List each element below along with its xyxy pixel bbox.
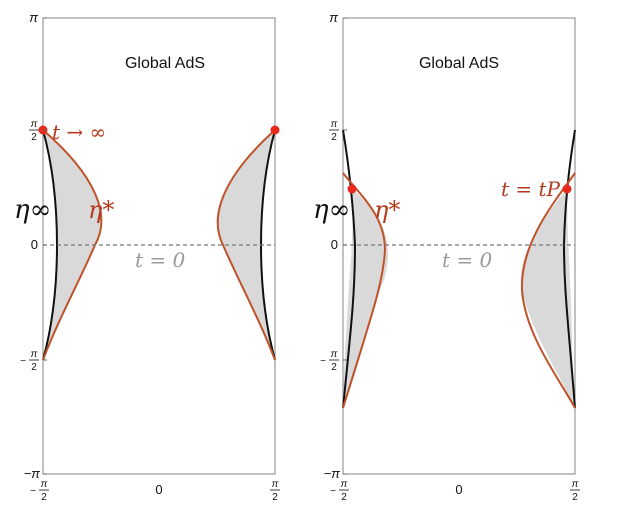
shaded-region-right [520, 189, 575, 408]
t-zero-label: t = 0 [442, 248, 493, 272]
y-tick-pi-half: π 2 [329, 119, 339, 143]
x-tick-pi-half: π 2 [570, 479, 580, 503]
endpoint-dot-right [270, 125, 280, 135]
x-tick-zero: 0 [155, 482, 162, 497]
intersection-dot-left [347, 184, 357, 194]
svg-text:π: π [331, 349, 338, 360]
y-tick-zero: 0 [331, 237, 338, 252]
svg-text:−: − [320, 356, 326, 367]
x-tick-neg-pi-half: − π 2 [330, 479, 349, 503]
eta-inf-curve-left [342, 129, 357, 409]
y-tick-pi: π [329, 10, 338, 25]
svg-text:π: π [41, 479, 48, 490]
svg-text:π: π [341, 479, 348, 490]
x-tick-zero: 0 [455, 482, 462, 497]
svg-text:π: π [331, 119, 338, 130]
panel-title: Global AdS [125, 55, 205, 72]
y-tick-zero: 0 [31, 237, 38, 252]
svg-text:2: 2 [331, 362, 337, 373]
svg-text:π: π [31, 349, 38, 360]
svg-text:−: − [20, 356, 26, 367]
plot-frame [342, 17, 576, 475]
y-tick-neg-pi-half: − π 2 [20, 349, 39, 373]
svg-text:−: − [330, 486, 336, 497]
svg-text:2: 2 [331, 132, 337, 143]
eta-inf-label: η∞ [14, 195, 51, 225]
x-tick-pi-half: π 2 [270, 479, 280, 503]
svg-text:2: 2 [272, 492, 278, 503]
panel-right: Global AdS η∞ η* t = tP t = 0 π π 2 0 − … [313, 10, 580, 503]
eta-star-label: η* [374, 196, 400, 224]
eta-inf-label: η∞ [313, 195, 350, 225]
plot-frame [42, 17, 276, 475]
svg-text:2: 2 [41, 492, 47, 503]
y-tick-pi: π [29, 10, 38, 25]
y-tick-neg-pi: −π [324, 466, 341, 481]
t-zero-label: t = 0 [135, 248, 186, 272]
svg-text:π: π [572, 479, 579, 490]
svg-text:2: 2 [341, 492, 347, 503]
eta-star-curve-left [342, 172, 387, 409]
y-tick-pi-half: π 2 [29, 119, 39, 143]
y-tick-neg-pi: −π [24, 466, 41, 481]
eta-star-label: η* [88, 196, 114, 224]
eta-star-curve-right [520, 172, 576, 409]
panel-title: Global AdS [419, 55, 499, 72]
intersection-dot-right [562, 184, 572, 194]
svg-text:2: 2 [31, 362, 37, 373]
t-tp-label: t = tP [501, 177, 561, 201]
eta-star-curve-right [216, 129, 276, 361]
x-tick-neg-pi-half: − π 2 [30, 479, 49, 503]
svg-text:2: 2 [572, 492, 578, 503]
svg-text:π: π [31, 119, 38, 130]
svg-text:2: 2 [31, 132, 37, 143]
svg-text:−: − [30, 486, 36, 497]
panel-left: Global AdS t → ∞ η∞ η* t = 0 π π 2 0 − π… [14, 10, 280, 503]
svg-text:π: π [272, 479, 279, 490]
y-tick-neg-pi-half: − π 2 [320, 349, 339, 373]
t-infinity-label: t → ∞ [52, 120, 106, 144]
